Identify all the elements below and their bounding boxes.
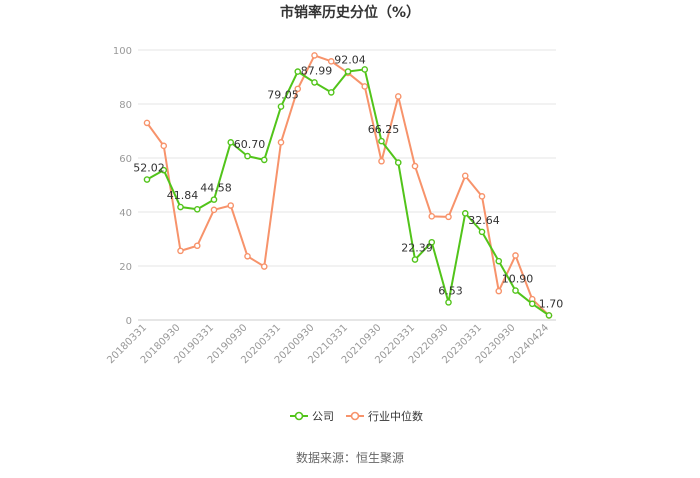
- industry-data-point: [411, 162, 419, 170]
- company-data-point: [143, 176, 151, 183]
- data-label: 44.58: [200, 182, 232, 195]
- company-data-point: [177, 203, 184, 211]
- industry-data-point: [445, 213, 452, 221]
- industry-data-point: [378, 157, 385, 165]
- company-data-point: [378, 137, 385, 145]
- industry-data-point: [461, 172, 469, 180]
- data-label: 66.25: [368, 123, 400, 136]
- industry-data-point: [495, 287, 503, 295]
- data-label: 41.84: [167, 189, 199, 202]
- legend-label: 行业中位数: [368, 409, 423, 423]
- series-layer: [143, 52, 553, 319]
- industry-data-point: [244, 252, 251, 260]
- industry-data-point: [277, 139, 285, 146]
- data-label: 52.02: [133, 162, 165, 175]
- chart-source: 数据来源：恒生聚源: [296, 450, 404, 465]
- company-data-point: [361, 66, 369, 73]
- y-tick-label: 20: [119, 262, 132, 273]
- company-data-point: [210, 196, 218, 203]
- company-data-point: [311, 79, 318, 86]
- company-data-point: [528, 300, 536, 308]
- company-data-point: [244, 152, 251, 160]
- industry-data-point: [512, 252, 519, 259]
- y-tick-label: 80: [119, 100, 132, 111]
- data-label: 1.70: [539, 297, 564, 310]
- data-label: 10.90: [502, 273, 534, 286]
- legend-swatch-marker: [294, 411, 304, 421]
- industry-data-point: [177, 247, 184, 255]
- company-data-point: [445, 299, 452, 306]
- legend-swatch-marker: [350, 411, 360, 421]
- company-data-point: [512, 287, 519, 294]
- company-data-point: [411, 256, 419, 263]
- data-label: 87.99: [301, 64, 333, 77]
- company-data-point: [327, 89, 335, 96]
- y-tick-label: 60: [119, 154, 132, 165]
- industry-data-point: [193, 242, 201, 250]
- company-data-point: [344, 68, 352, 75]
- legend-label: 公司: [312, 410, 334, 423]
- company-data-point: [160, 166, 168, 174]
- data-label: 32.64: [468, 214, 500, 227]
- company-data-point: [545, 312, 553, 319]
- y-tick-label: 0: [126, 316, 132, 327]
- data-label: 22.39: [401, 242, 433, 255]
- industry-data-point: [311, 52, 318, 59]
- data-label: 92.04: [334, 53, 366, 66]
- company-data-point: [193, 205, 201, 213]
- company-data-point: [428, 238, 436, 246]
- data-label: 60.70: [234, 138, 266, 151]
- chart-title: 市销率历史分位（%）: [280, 4, 420, 21]
- company-data-point: [294, 68, 302, 75]
- industry-data-point: [260, 263, 268, 270]
- industry-data-point: [478, 193, 486, 200]
- data-label: 6.53: [438, 284, 463, 297]
- industry-data-point: [294, 85, 302, 93]
- company-data-point: [394, 159, 402, 166]
- company-data-point: [461, 210, 469, 217]
- industry-data-point: [210, 206, 218, 214]
- legend: 公司 行业中位数: [290, 409, 423, 423]
- y-tick-label: 40: [119, 208, 132, 219]
- company-data-point: [260, 156, 268, 164]
- industry-data-point: [394, 93, 402, 100]
- company-data-point: [227, 139, 235, 146]
- company-data-point: [478, 228, 486, 236]
- industry-data-point: [143, 119, 151, 127]
- company-data-point: [277, 103, 285, 110]
- data-label: 79.05: [267, 89, 299, 102]
- industry-data-point: [227, 202, 235, 209]
- company-data-point: [495, 257, 503, 265]
- y-tick-label: 100: [113, 46, 132, 57]
- industry-data-point: [361, 83, 369, 90]
- industry-data-point: [160, 142, 168, 150]
- industry-data-point: [428, 213, 436, 220]
- industry-data-point: [327, 58, 335, 65]
